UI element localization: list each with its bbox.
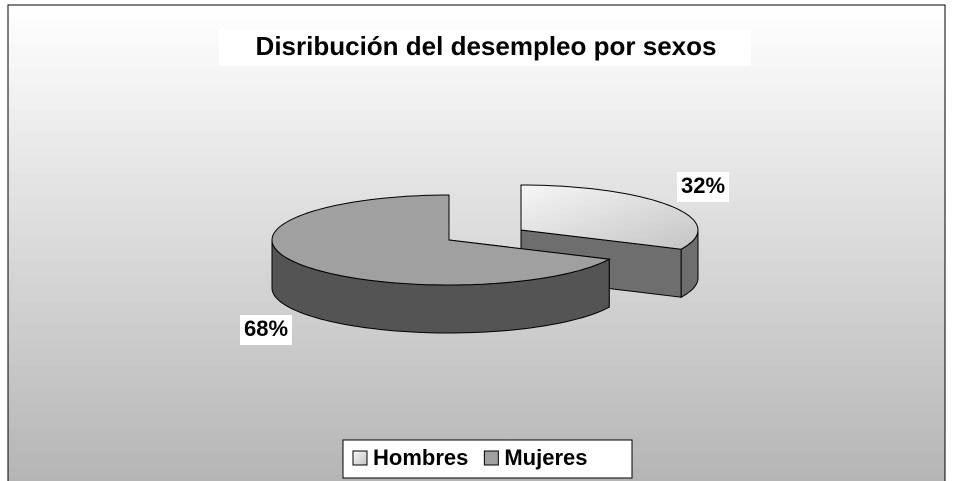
legend-items: Hombres Mujeres [352, 445, 588, 470]
pie [271, 184, 699, 334]
legend-label: Hombres [373, 445, 468, 470]
legend-label: Mujeres [504, 445, 587, 470]
data-label: 32% [681, 173, 725, 198]
data-label: 68% [244, 316, 288, 341]
legend-swatch [483, 450, 499, 466]
chart-title: Disribución del desempleo por sexos [256, 31, 717, 61]
slice-top [520, 184, 699, 250]
legend-swatch [352, 450, 368, 466]
slice-top [271, 194, 611, 286]
labels: 32% 68% [240, 172, 729, 345]
label-background [240, 315, 292, 345]
label-background [677, 172, 729, 202]
title-background [219, 29, 751, 66]
pie-slice [271, 194, 611, 334]
